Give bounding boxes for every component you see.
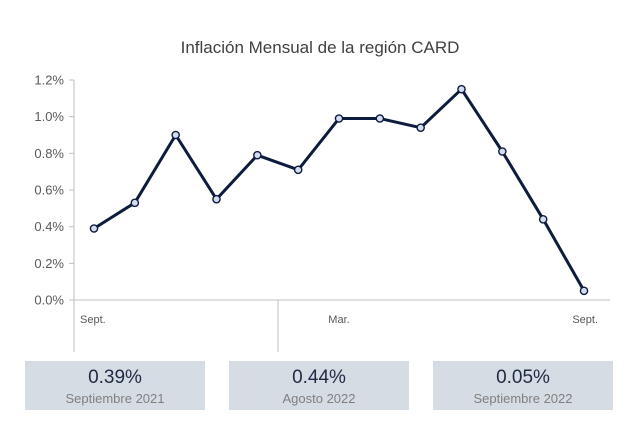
y-tick-label: 0.2% xyxy=(34,256,64,271)
x-tick-label: Sept. xyxy=(572,314,598,326)
data-point xyxy=(416,123,425,132)
kpi-card-1: 0.39% Septiembre 2021 xyxy=(25,361,205,410)
y-tick-label: 0.0% xyxy=(34,293,64,308)
kpi-label: Septiembre 2021 xyxy=(65,391,165,406)
data-point xyxy=(538,215,548,224)
data-point xyxy=(334,114,344,123)
data-point xyxy=(253,150,262,160)
chart-title: Inflación Mensual de la región CARD xyxy=(180,38,460,57)
kpi-value: 0.39% xyxy=(88,367,142,388)
data-point xyxy=(375,114,385,123)
data-point xyxy=(130,198,140,208)
kpi-value: 0.05% xyxy=(496,367,550,388)
kpi-card-3: 0.05% Septiembre 2022 xyxy=(433,361,613,410)
x-tick-label: Sept. xyxy=(80,314,106,326)
kpi-label: Agosto 2022 xyxy=(282,391,356,406)
data-point xyxy=(498,147,507,156)
data-point xyxy=(171,130,180,140)
kpi-value: 0.44% xyxy=(292,367,346,388)
y-tick-label: 0.4% xyxy=(34,219,64,234)
data-point xyxy=(89,224,99,233)
data-point xyxy=(579,286,589,296)
x-tick-label: Mar. xyxy=(328,314,349,326)
data-point xyxy=(457,84,466,94)
kpi-card-2: 0.44% Agosto 2022 xyxy=(229,361,409,410)
data-point xyxy=(212,194,221,204)
y-tick-label: 1.0% xyxy=(34,109,64,124)
y-tick-label: 1.2% xyxy=(34,73,64,88)
y-tick-label: 0.8% xyxy=(34,146,64,161)
kpi-label: Septiembre 2022 xyxy=(473,391,573,406)
data-point xyxy=(293,165,303,175)
y-tick-label: 0.6% xyxy=(34,183,64,198)
